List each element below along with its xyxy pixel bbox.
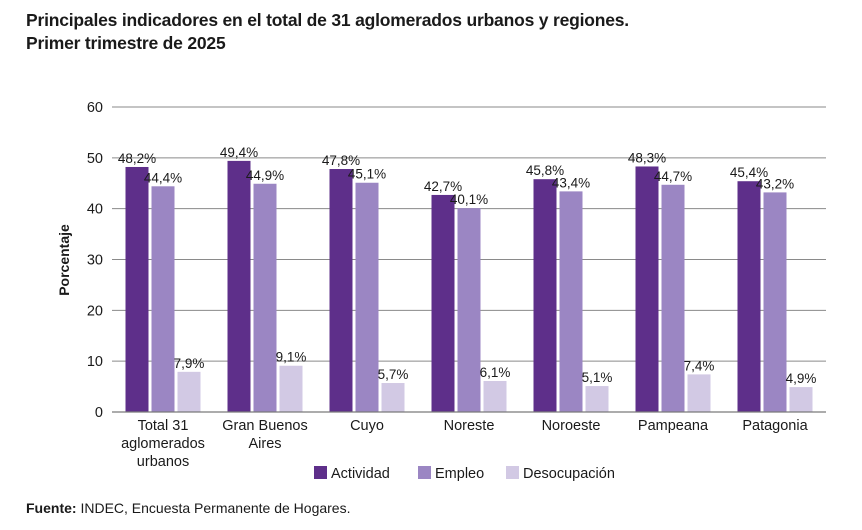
y-tick-label: 50 (87, 151, 103, 167)
data-label: 9,1% (276, 350, 307, 365)
bar-empleo (355, 182, 379, 412)
data-label: 44,7% (654, 169, 692, 184)
bar-desocupacin (483, 380, 507, 412)
data-label: 43,4% (552, 175, 590, 190)
bar-desocupacin (279, 365, 303, 412)
bar-actividad (431, 194, 455, 412)
bar-actividad (329, 169, 353, 412)
data-label: 45,4% (730, 165, 768, 180)
data-label: 7,9% (174, 356, 205, 371)
x-tick-label: Noreste (444, 418, 495, 434)
bar-desocupacin (177, 371, 201, 412)
bar-actividad (533, 179, 557, 412)
legend-label: Actividad (331, 466, 390, 482)
y-axis-title: Porcentaje (56, 224, 72, 296)
y-tick-label: 10 (87, 354, 103, 370)
y-tick-label: 20 (87, 303, 103, 319)
legend-swatch (418, 466, 431, 479)
bar-empleo (763, 192, 787, 412)
bar-desocupacin (585, 386, 609, 412)
data-label: 47,8% (322, 153, 360, 168)
bar-actividad (227, 160, 251, 412)
bar-desocupacin (789, 387, 813, 412)
data-label: 44,4% (144, 170, 182, 185)
source-text: INDEC, Encuesta Permanente de Hogares. (76, 500, 351, 516)
bar-chart: 0 10 20 30 40 50 60 Porcentaje 48,2% 44,4% 7,9% Tot… (56, 100, 826, 482)
data-label: 4,9% (786, 371, 817, 386)
bar-empleo (253, 183, 277, 412)
bar-actividad (125, 166, 149, 412)
data-label: 49,4% (220, 145, 258, 160)
x-tick-label: Aires (248, 436, 281, 452)
data-label: 48,2% (118, 151, 156, 166)
bar-empleo (559, 191, 583, 412)
x-tick-label: aglomerados (121, 436, 205, 452)
bar-empleo (151, 186, 175, 412)
data-label: 42,7% (424, 179, 462, 194)
legend-swatch (506, 466, 519, 479)
y-tick-label: 60 (87, 100, 103, 116)
data-label: 6,1% (480, 365, 511, 380)
chart-title-line2: Primer trimestre de 2025 (26, 33, 226, 53)
bar-desocupacin (381, 383, 405, 412)
y-tick-label: 0 (95, 405, 103, 421)
x-tick-label: Total 31 (138, 418, 189, 434)
data-label: 45,8% (526, 163, 564, 178)
source-footer: Fuente: INDEC, Encuesta Permanente de Ho… (26, 500, 350, 516)
bar-actividad (635, 166, 659, 412)
data-label: 5,1% (582, 370, 613, 385)
x-tick-label: Patagonia (742, 418, 808, 434)
legend-label: Desocupación (523, 466, 615, 482)
x-tick-label: Cuyo (350, 418, 384, 434)
data-label: 48,3% (628, 150, 666, 165)
data-label: 5,7% (378, 367, 409, 382)
chart-title: Principales indicadores en el total de 3… (26, 9, 629, 55)
x-tick-label: Gran Buenos (222, 418, 307, 434)
bar-desocupacin (687, 374, 711, 412)
bar-actividad (737, 181, 761, 412)
y-tick-label: 30 (87, 253, 103, 269)
chart-title-line1: Principales indicadores en el total de 3… (26, 10, 629, 30)
bar-empleo (661, 184, 685, 412)
data-label: 40,1% (450, 192, 488, 207)
x-tick-label: urbanos (137, 454, 189, 470)
data-label: 43,2% (756, 176, 794, 191)
legend-swatch (314, 466, 327, 479)
source-label: Fuente: (26, 500, 77, 516)
bar-empleo (457, 208, 481, 412)
legend-label: Empleo (435, 466, 484, 482)
x-tick-label: Pampeana (638, 418, 709, 434)
data-label: 44,9% (246, 168, 284, 183)
data-label: 7,4% (684, 358, 715, 373)
data-label: 45,1% (348, 167, 386, 182)
y-tick-label: 40 (87, 202, 103, 218)
x-tick-label: Noroeste (542, 418, 601, 434)
